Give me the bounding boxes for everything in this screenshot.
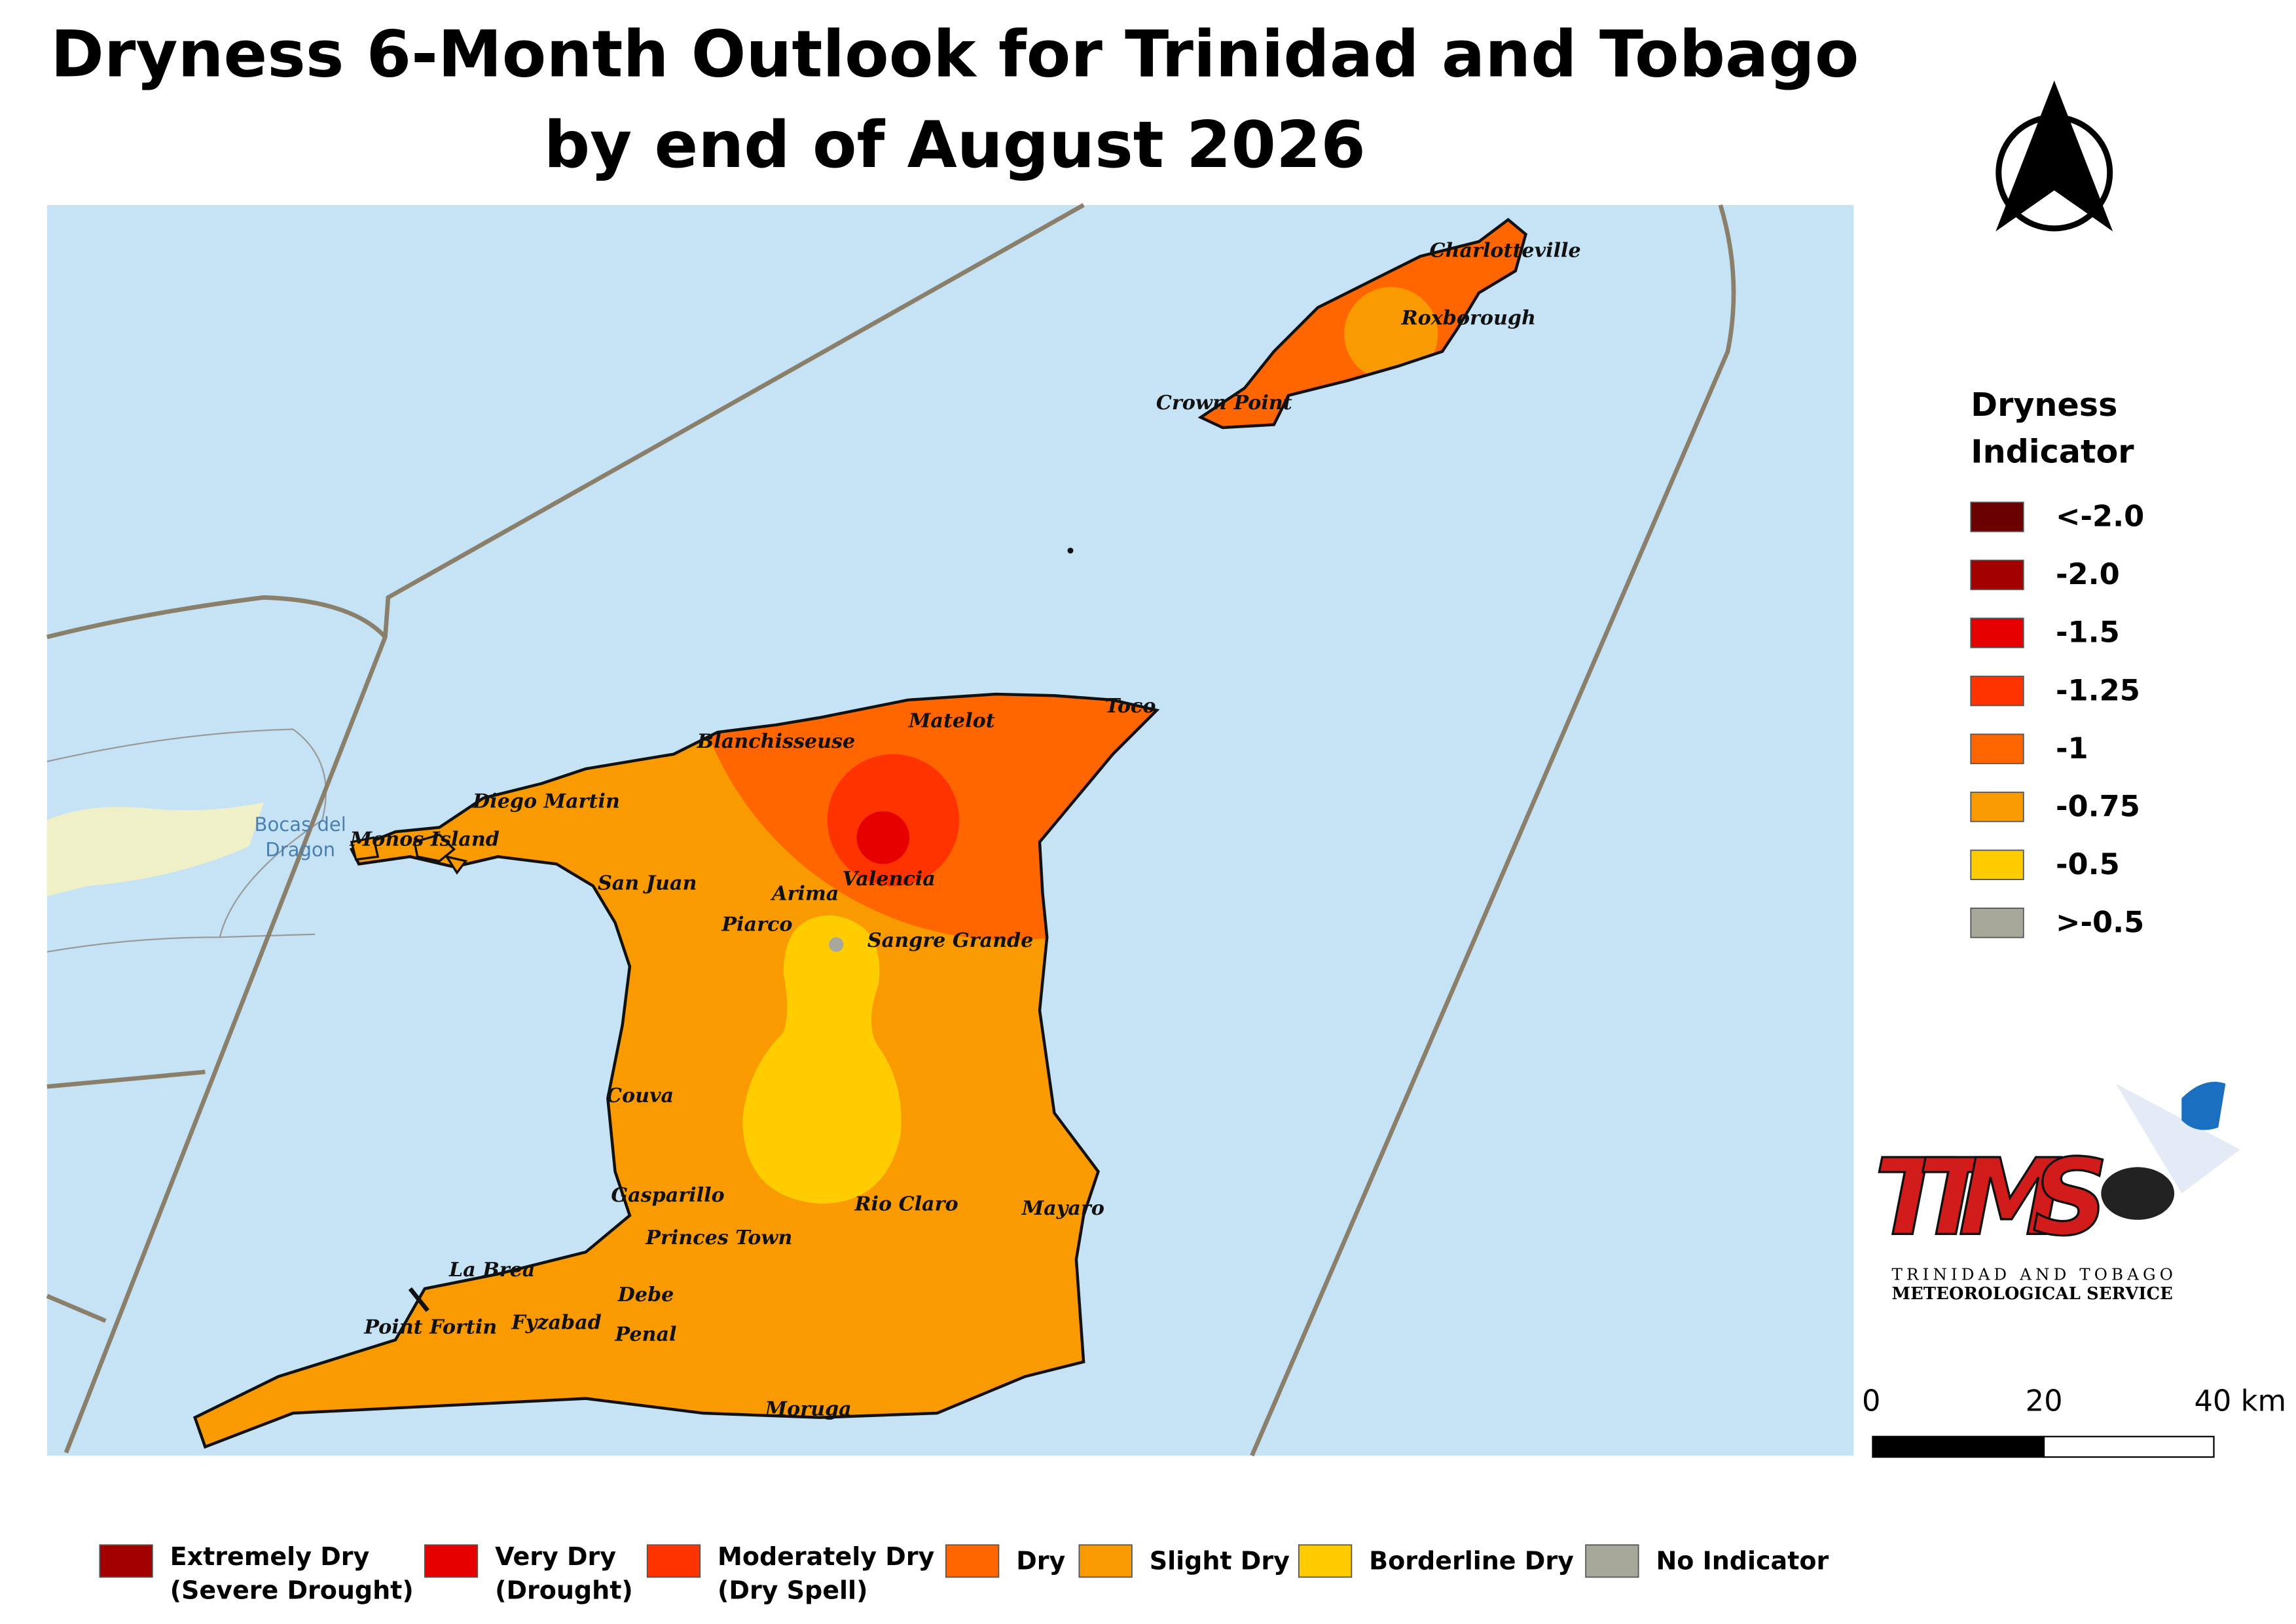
islet	[1067, 547, 1074, 554]
place-label: Rio Claro	[854, 1192, 958, 1215]
place-label: Couva	[606, 1084, 674, 1107]
legend-swatch	[1970, 618, 2024, 648]
scale-segment	[2043, 1435, 2215, 1458]
place-label: Princes Town	[645, 1227, 792, 1249]
category-swatch	[646, 1544, 701, 1578]
boundary	[46, 1293, 107, 1323]
place-label: Sangre Grande	[867, 929, 1033, 952]
maritime-boundaries	[46, 203, 1736, 1457]
boundary	[1250, 204, 1736, 1457]
legend-title: Indicator	[1971, 433, 2134, 471]
category-legend: Extremely Dry (Severe Drought) Very Dry (Dr…	[99, 1542, 1829, 1604]
place-label: Piarco	[721, 913, 792, 936]
legend-label: -0.5	[2056, 847, 2120, 881]
logo-line: TRINIDAD AND TOBAGO	[1892, 1264, 2173, 1283]
place-label: Penal	[614, 1323, 676, 1346]
legend-swatch	[1970, 733, 2024, 764]
place-label: Diego Martin	[472, 790, 620, 813]
place-label: La Brea	[448, 1259, 535, 1282]
place-label: Debe	[617, 1283, 674, 1306]
islets	[350, 833, 468, 875]
scale-label: 40 km	[2194, 1383, 2286, 1418]
place-label: Monos Island	[350, 828, 500, 851]
category-label: (Severe Drought)	[170, 1576, 414, 1604]
place-label: Charlotteville	[1430, 240, 1581, 263]
category-label: (Dry Spell)	[718, 1576, 867, 1604]
place-label: Arima	[770, 882, 839, 905]
place-label: Moruga	[765, 1398, 852, 1421]
category-swatch	[1078, 1544, 1133, 1578]
place-label: Mayaro	[1021, 1197, 1104, 1220]
legend-title: Dryness	[1971, 386, 2117, 424]
scale-bar: 0 20 40 km	[1862, 1383, 2286, 1458]
category-label: Moderately Dry	[718, 1542, 935, 1571]
category-swatch	[1298, 1544, 1353, 1578]
legend-label: -1.25	[2056, 673, 2140, 707]
category-swatch	[1585, 1544, 1639, 1578]
legend-label: <-2.0	[2056, 499, 2144, 534]
logo-beam	[2115, 1083, 2240, 1194]
scale-label: 20	[2026, 1383, 2063, 1418]
water-label: Bocas del	[255, 813, 346, 836]
legend-swatch	[1970, 675, 2024, 707]
legend-swatch	[1970, 502, 2024, 532]
water-label: Dragon	[265, 838, 335, 860]
place-label: Matelot	[908, 709, 995, 732]
place-label: Valencia	[843, 868, 936, 891]
place-labels: Charlotteville Roxborough Crown Point Toco M…	[350, 240, 1581, 1421]
legend-swatch	[1970, 559, 2024, 591]
category-swatch	[424, 1544, 479, 1578]
legend-label: -1.5	[2056, 615, 2120, 650]
venezuela-land	[46, 802, 264, 896]
zone-slight-dry	[1344, 287, 1438, 381]
category-label: (Drought)	[495, 1576, 633, 1604]
place-label: Fyzabad	[511, 1312, 601, 1335]
logo-island	[2181, 1082, 2226, 1130]
logo: TTMS TRINIDAD AND TOBAGO METEOROLOGICAL …	[1873, 1082, 2240, 1304]
legend-label: >-0.5	[2056, 905, 2144, 940]
logo-dish	[2101, 1167, 2175, 1220]
legend: <-2.0 -2.0 -1.5 -1.25 -1 -0.75 -0.5 >-0.5	[1970, 499, 2144, 940]
la-brea-pier	[408, 1287, 429, 1312]
title: by end of August 2026	[544, 108, 1366, 183]
boundary	[64, 203, 1085, 1454]
scale-label: 0	[1862, 1383, 1880, 1418]
north-arrow	[1995, 80, 2113, 232]
boundary	[46, 1069, 206, 1089]
place-label: Toco	[1105, 695, 1156, 718]
category-swatch	[945, 1544, 1000, 1578]
place-label: Roxborough	[1401, 307, 1536, 330]
category-label: Extremely Dry	[170, 1542, 370, 1571]
legend-swatch	[1970, 791, 2024, 822]
legend-label: -2.0	[2056, 557, 2120, 591]
no-indicator-point	[828, 937, 844, 952]
zone-very-dry	[856, 811, 909, 864]
legend-label: -1	[2056, 731, 2088, 766]
zone-borderline-dry	[742, 915, 902, 1204]
legend-label: -0.75	[2056, 788, 2140, 823]
category-label: Very Dry	[495, 1542, 616, 1571]
category-label: Borderline Dry	[1369, 1547, 1574, 1576]
category-label: No Indicator	[1656, 1547, 1829, 1576]
logo-line: METEOROLOGICAL SERVICE	[1892, 1284, 2173, 1304]
category-label: Dry	[1016, 1547, 1065, 1576]
title: Dryness 6-Month Outlook for Trinidad and…	[50, 17, 1859, 92]
place-label: Gasparillo	[611, 1184, 724, 1207]
north-pointer	[1995, 80, 2113, 232]
category-label: Slight Dry	[1150, 1547, 1290, 1576]
legend-swatch	[1970, 849, 2024, 880]
place-label: Point Fortin	[363, 1316, 497, 1338]
place-label: San Juan	[598, 872, 697, 895]
boundary	[46, 595, 387, 640]
place-label: Blanchisseuse	[697, 730, 856, 753]
scale-segment	[1872, 1435, 2045, 1458]
logo-acronym: TTMS	[1874, 1136, 2109, 1259]
place-label: Crown Point	[1156, 392, 1292, 415]
category-swatch	[99, 1544, 153, 1578]
venezuela-coast	[46, 728, 327, 953]
legend-swatch	[1970, 908, 2024, 938]
